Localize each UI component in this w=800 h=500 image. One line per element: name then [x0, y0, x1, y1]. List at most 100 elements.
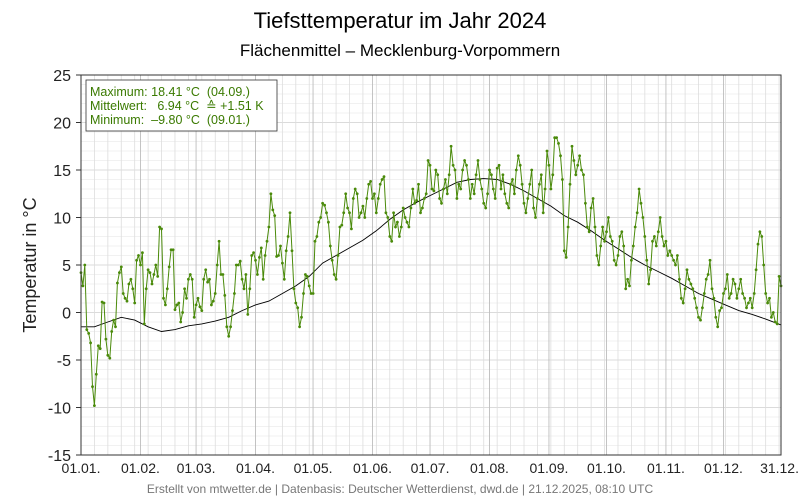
data-point: [430, 187, 434, 191]
data-point: [578, 154, 581, 158]
data-point: [593, 225, 597, 229]
data-point: [758, 230, 762, 234]
data-point: [643, 235, 647, 238]
data-point: [514, 168, 518, 172]
data-point: [628, 284, 631, 288]
data-point: [286, 235, 290, 238]
data-point: [670, 254, 674, 257]
data-point: [716, 325, 720, 329]
data-point: [668, 249, 672, 253]
data-point: [344, 192, 348, 196]
data-point: [338, 225, 342, 229]
data-point: [267, 225, 271, 229]
data-point: [144, 287, 148, 291]
data-point: [587, 230, 591, 234]
data-point: [440, 201, 443, 205]
data-point: [125, 299, 129, 303]
data-point: [741, 292, 744, 295]
y-tick-label: -5: [57, 353, 71, 370]
data-point: [501, 173, 505, 177]
data-point: [597, 263, 601, 267]
data-point: [599, 244, 603, 248]
x-tick-label: 01.09.: [529, 460, 568, 476]
data-point: [570, 144, 574, 148]
data-point: [681, 301, 685, 305]
data-point: [591, 197, 595, 200]
data-point: [313, 239, 317, 243]
data-point: [444, 178, 447, 181]
data-point: [773, 320, 777, 324]
data-point: [432, 189, 436, 193]
data-point: [152, 273, 156, 276]
y-tick-label: 5: [62, 258, 71, 275]
data-point: [637, 187, 641, 191]
data-point: [156, 275, 160, 278]
data-point: [426, 159, 430, 162]
data-point: [505, 201, 509, 205]
data-point: [777, 275, 781, 278]
data-point: [463, 159, 466, 162]
data-point: [171, 248, 175, 252]
data-point: [639, 201, 643, 205]
data-point: [213, 292, 217, 295]
data-point: [288, 211, 292, 215]
data-point: [539, 173, 543, 177]
data-point: [735, 296, 739, 300]
data-point: [371, 197, 374, 200]
info-box: Maximum: 18.41 °C (04.09.) Mittelwert: 6…: [85, 79, 278, 132]
data-point: [261, 277, 265, 281]
data-point: [165, 287, 169, 291]
data-point: [396, 220, 399, 224]
data-point: [116, 281, 119, 285]
data-point: [614, 263, 618, 267]
data-point: [766, 301, 769, 305]
data-point: [317, 220, 321, 224]
data-point: [390, 239, 394, 243]
chart-subtitle: Flächenmittel – Mecklenburg-Vorpommern: [240, 41, 560, 60]
data-point: [325, 211, 328, 215]
data-point: [572, 159, 576, 162]
data-point: [607, 216, 610, 219]
data-point: [374, 211, 378, 215]
data-point: [102, 301, 106, 305]
x-tick-label: 01.05.: [294, 460, 333, 476]
data-point: [359, 211, 363, 215]
data-point: [242, 287, 246, 291]
data-point: [545, 149, 549, 153]
data-point: [129, 277, 133, 281]
data-point: [210, 303, 213, 307]
data-point: [701, 306, 704, 310]
data-point: [114, 325, 117, 329]
data-point: [666, 254, 670, 257]
data-point: [566, 225, 570, 229]
data-point: [626, 277, 629, 281]
data-point: [616, 254, 620, 257]
data-point: [123, 296, 127, 300]
data-point: [727, 296, 731, 300]
data-point: [188, 273, 192, 276]
data-point: [204, 268, 208, 272]
data-point: [142, 322, 146, 326]
data-point: [355, 192, 359, 196]
data-point: [217, 239, 221, 243]
data-point: [240, 277, 244, 281]
data-point: [706, 273, 710, 276]
y-axis-ticks: 25 20 15 10 5 0 -5 -10 -15: [48, 68, 81, 465]
data-point: [676, 254, 679, 257]
data-point: [336, 254, 340, 257]
x-tick-label: 01.03.: [177, 460, 216, 476]
data-point: [200, 309, 204, 312]
data-point: [196, 296, 200, 300]
data-point: [334, 277, 338, 281]
data-point: [555, 136, 558, 140]
data-point: [357, 216, 361, 219]
data-point: [269, 192, 273, 196]
data-point: [292, 287, 296, 291]
data-point: [480, 187, 484, 191]
data-point: [265, 239, 269, 243]
data-point: [139, 263, 142, 267]
data-point: [342, 211, 346, 215]
data-point: [756, 242, 760, 246]
data-point: [112, 318, 115, 322]
data-point: [520, 182, 524, 186]
